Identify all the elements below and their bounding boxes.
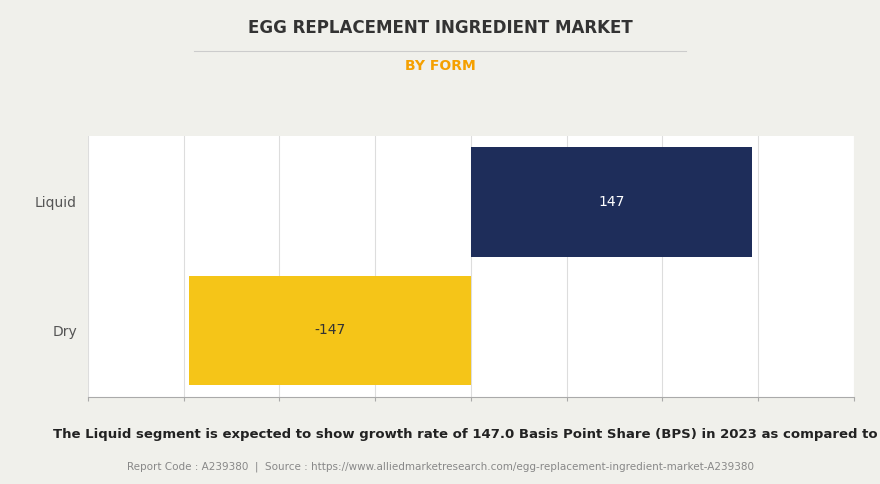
Text: EGG REPLACEMENT INGREDIENT MARKET: EGG REPLACEMENT INGREDIENT MARKET (247, 19, 633, 37)
Text: BY FORM: BY FORM (405, 59, 475, 73)
Bar (189, 276, 471, 385)
Text: -147: -147 (314, 323, 346, 337)
Text: Report Code : A239380  |  Source : https://www.alliedmarketresearch.com/egg-repl: Report Code : A239380 | Source : https:/… (127, 461, 753, 472)
Text: The Liquid segment is expected to show growth rate of 147.0 Basis Point Share (B: The Liquid segment is expected to show g… (53, 428, 880, 441)
Text: 147: 147 (598, 195, 625, 209)
Bar (471, 148, 752, 257)
